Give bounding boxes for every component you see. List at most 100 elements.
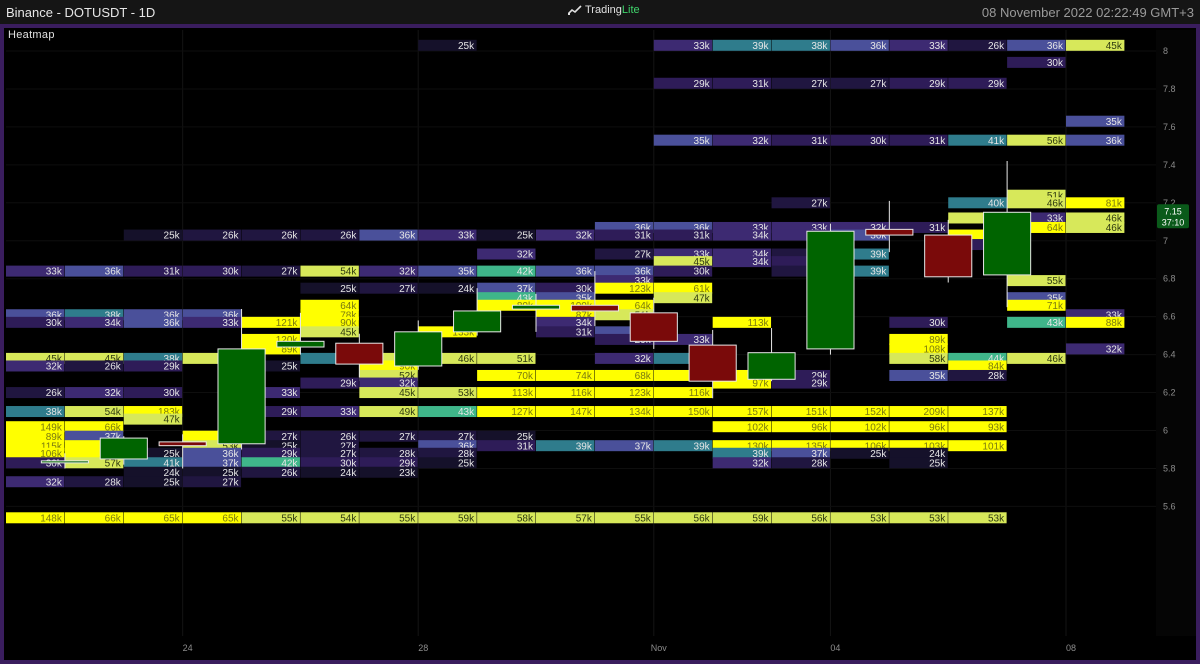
heatmap-cell xyxy=(359,457,418,469)
heatmap-cell-label: 96k xyxy=(929,422,946,433)
heatmap-cell-label: 32k xyxy=(576,231,593,242)
heatmap-cell xyxy=(1066,39,1125,51)
heatmap-cell-label: 113k xyxy=(512,388,534,399)
heatmap-cell xyxy=(477,265,536,277)
heatmap-cell-label: 26k xyxy=(340,231,357,242)
heatmap-cell xyxy=(359,447,418,459)
heatmap-cell-label: 27k xyxy=(399,432,416,443)
price-axis[interactable]: 5.6 5.8 6 6.2 6.4 6.6 6.8 7 7.2 7.4 7.6 7.8 8 xyxy=(1156,30,1196,636)
price-tick-label: 8 xyxy=(1163,46,1168,56)
heatmap-cell xyxy=(712,369,772,381)
heatmap-cell xyxy=(477,440,536,452)
heatmap-cell-label: 30k xyxy=(164,388,181,399)
brand-accent: Lite xyxy=(621,4,640,16)
heatmap-cell xyxy=(300,457,359,469)
heatmap-cell-label: 39k xyxy=(870,250,887,261)
heatmap-cell-label: 32k xyxy=(1106,345,1123,356)
heatmap-cell xyxy=(418,430,477,442)
heatmap-cell xyxy=(241,406,300,418)
heatmap-cell xyxy=(64,421,124,433)
heatmap-cell-label: 33k xyxy=(458,231,475,242)
heatmap-cell xyxy=(536,440,595,452)
heatmap-cell xyxy=(712,512,772,524)
heatmap-cell-label: 24k xyxy=(929,449,946,460)
heatmap-cell-label: 31k xyxy=(811,136,828,147)
heatmap-cell xyxy=(536,265,595,277)
heatmap-cell xyxy=(536,387,595,399)
heatmap-cell xyxy=(182,265,242,277)
time-axis[interactable]: 24 28 Nov 04 08 xyxy=(183,643,1076,653)
heatmap-cell-label: 27k xyxy=(281,432,298,443)
heatmap-cell xyxy=(536,309,595,321)
brand-logo: Trading Lite xyxy=(568,4,640,16)
heatmap-cell xyxy=(830,248,889,260)
heatmap-cell xyxy=(477,292,536,304)
heatmap-cell xyxy=(889,512,948,524)
heatmap-cell xyxy=(182,457,242,469)
heatmap-cell-label: 29k xyxy=(399,458,416,469)
heatmap-cell-label: 25k xyxy=(517,231,534,242)
price-tick-label: 7.2 xyxy=(1163,198,1176,208)
heatmap-cell-label: 151k xyxy=(806,407,829,418)
heatmap-cell-label: 135k xyxy=(806,441,829,452)
heatmap-cell-label: 59k xyxy=(752,513,769,524)
heatmap-cell xyxy=(359,282,418,294)
heatmap-cell xyxy=(6,447,65,459)
heatmap-cell-label: 64k xyxy=(340,301,357,312)
heatmap-cell xyxy=(359,369,418,381)
heatmap-cell xyxy=(536,299,595,311)
heatmap-cell-label: 44k xyxy=(988,354,1005,365)
heatmap-cell-label: 53k xyxy=(222,441,239,452)
heatmap-cell xyxy=(1007,134,1066,146)
heatmap-cell xyxy=(477,352,536,364)
heatmap-cell-label: 103k xyxy=(924,441,947,452)
heatmap-cell xyxy=(1066,309,1125,321)
heatmap-cell-label: 65k xyxy=(164,513,181,524)
heatmap-cell xyxy=(241,343,300,355)
heatmap-cell-label: 31k xyxy=(694,231,711,242)
heatmap-cell-label: 34k xyxy=(752,231,769,242)
heatmap-cell-label: 137k xyxy=(982,407,1005,418)
heatmap-cell xyxy=(653,248,713,260)
heatmap-cell xyxy=(536,512,595,524)
heatmap-cell xyxy=(123,406,183,418)
heatmap-cell xyxy=(771,447,830,459)
brand-chart-icon xyxy=(568,5,582,15)
price-tag-box xyxy=(1157,204,1189,229)
heatmap-cell-label: 39k xyxy=(576,441,593,452)
heatmap-cell-label: 24k xyxy=(458,284,475,295)
heatmap-cell-label: 68k xyxy=(635,371,652,382)
heatmap-cell-label: 33k xyxy=(1106,310,1123,321)
heatmap-cell xyxy=(948,421,1007,433)
heatmap-cell xyxy=(241,457,300,469)
heatmap-cell xyxy=(418,229,477,241)
heatmap-cell-label: 93k xyxy=(988,422,1005,433)
heatmap-cell xyxy=(653,256,713,268)
price-tick-label: 6.2 xyxy=(1163,388,1176,398)
heatmap-cell-label: 39k xyxy=(870,267,887,278)
heatmap-cell xyxy=(418,39,477,51)
heatmap-cell-label: 149k xyxy=(40,422,63,433)
heatmap-cell xyxy=(712,39,772,51)
heatmap-cell xyxy=(1007,316,1066,328)
heatmap-cell xyxy=(477,406,536,418)
heatmap-cell xyxy=(1007,299,1066,311)
heatmap-cell-label: 29k xyxy=(281,407,298,418)
heatmap-cell xyxy=(182,512,242,524)
heatmap-cell xyxy=(1007,56,1066,68)
heatmap-cell xyxy=(594,369,654,381)
heatmap-cell xyxy=(889,447,948,459)
heatmap-cell-label: 35k xyxy=(694,136,711,147)
heatmap-cell-label: 31k xyxy=(929,223,946,234)
heatmap-cell xyxy=(948,229,1007,241)
heatmap-cell-label: 25k xyxy=(870,449,887,460)
heatmap-cell xyxy=(889,39,948,51)
heatmap-cell-label: 35k xyxy=(1106,117,1123,128)
heatmap-cell xyxy=(889,457,948,469)
heatmap-cell xyxy=(948,212,1007,224)
heatmap-cell-label: 88k xyxy=(1106,318,1123,329)
heatmap-cell xyxy=(1007,197,1066,209)
price-tick-label: 6 xyxy=(1163,426,1168,436)
